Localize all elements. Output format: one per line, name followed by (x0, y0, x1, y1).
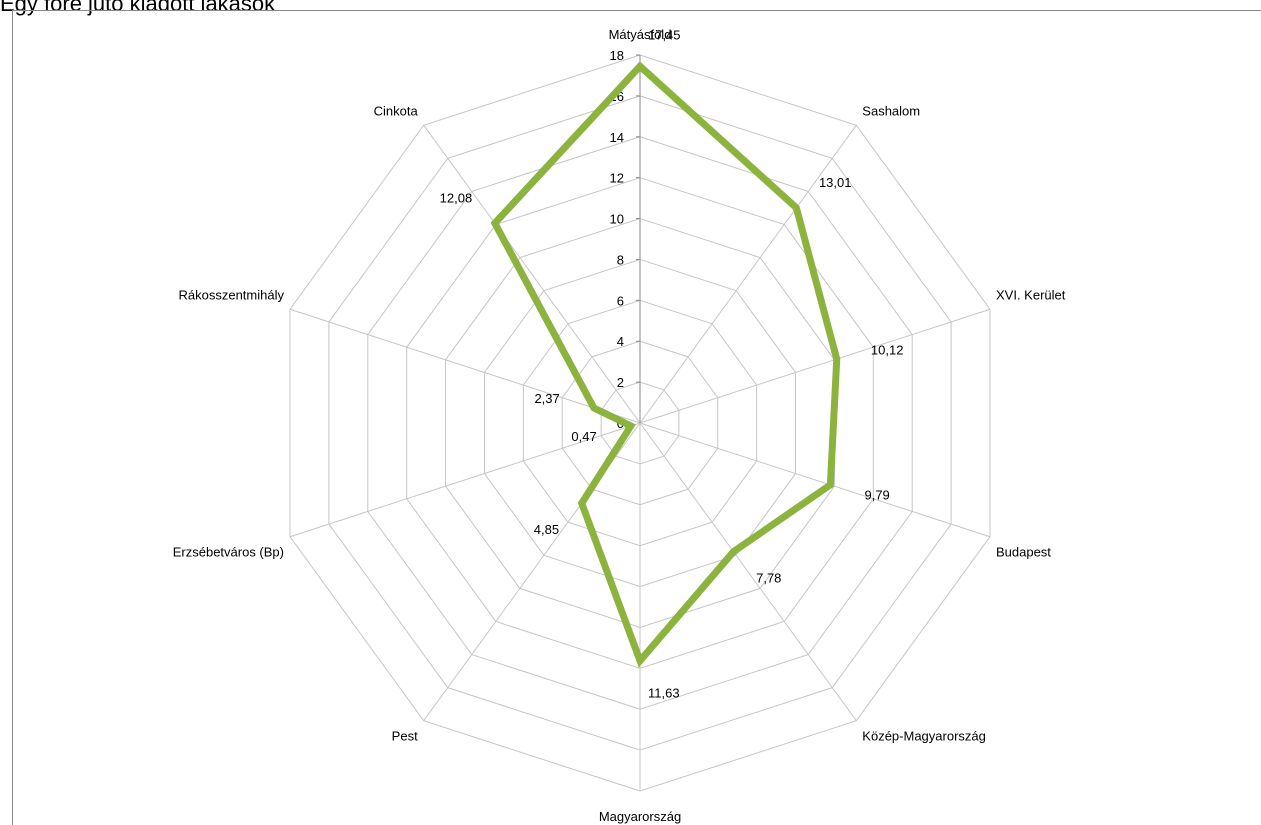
category-label: Magyarország (599, 809, 681, 824)
data-label: 11,63 (648, 685, 680, 700)
radial-tick-label: 8 (617, 252, 624, 267)
series-point (639, 65, 641, 67)
series-point (836, 358, 838, 360)
grid-spoke (639, 124, 857, 424)
category-label: Sashalom (862, 103, 920, 118)
grid-spoke (639, 308, 991, 424)
category-label: XVI. Kerület (996, 287, 1066, 302)
series-point (795, 207, 797, 209)
radar-grid (289, 54, 991, 792)
series-point (593, 407, 595, 409)
radial-tick-label: 12 (610, 171, 624, 186)
data-label: 17,45 (648, 28, 681, 43)
category-label: Erzsébetváros (Bp) (173, 545, 284, 560)
series-point (829, 484, 831, 486)
data-label: 2,37 (534, 391, 559, 406)
data-label: 13,01 (819, 175, 852, 190)
data-label: 4,85 (534, 522, 559, 537)
radial-tick-label: 10 (610, 212, 624, 227)
grid-spoke (639, 422, 857, 722)
series-point (732, 551, 734, 553)
grid-spoke (639, 422, 991, 538)
series-line (490, 61, 841, 668)
series-point (639, 660, 641, 662)
radial-tick-label: 4 (617, 334, 624, 349)
data-label: 12,08 (440, 191, 473, 206)
data-label: 9,79 (864, 488, 889, 503)
value-labels: 17,45 13,01 10,12 9,79 7,78 11,63 4,85 0,47 2,37… (440, 28, 904, 701)
category-label: Mátyásföld (609, 27, 672, 42)
grid-spoke (289, 308, 641, 424)
radial-tick-label: 2 (617, 375, 624, 390)
grid-spoke (423, 124, 641, 424)
category-label: Budapest (996, 545, 1051, 560)
series-layer (490, 61, 841, 668)
series-point (630, 425, 632, 427)
data-label: 7,78 (756, 570, 781, 585)
radial-tick-label: 18 (610, 48, 624, 63)
radial-tick-label: 14 (610, 130, 624, 145)
data-label: 0,47 (571, 429, 596, 444)
category-label: Közép-Magyarország (862, 729, 986, 744)
page-heading: Egy főre jutó kiadott lakások (0, 0, 276, 16)
radial-tick-label: 6 (617, 293, 624, 308)
data-label: 10,12 (871, 342, 904, 357)
category-label: Pest (392, 729, 418, 744)
series-point (581, 502, 583, 504)
chart-frame (12, 10, 1261, 825)
category-label: Cinkota (374, 103, 419, 118)
grid-spoke (289, 422, 641, 538)
category-label: Rákosszentmihály (179, 287, 285, 302)
series-point (494, 222, 496, 224)
category-labels: Mátyásföld Sashalom XVI. Kerület Budapest Kö… (173, 27, 1066, 824)
